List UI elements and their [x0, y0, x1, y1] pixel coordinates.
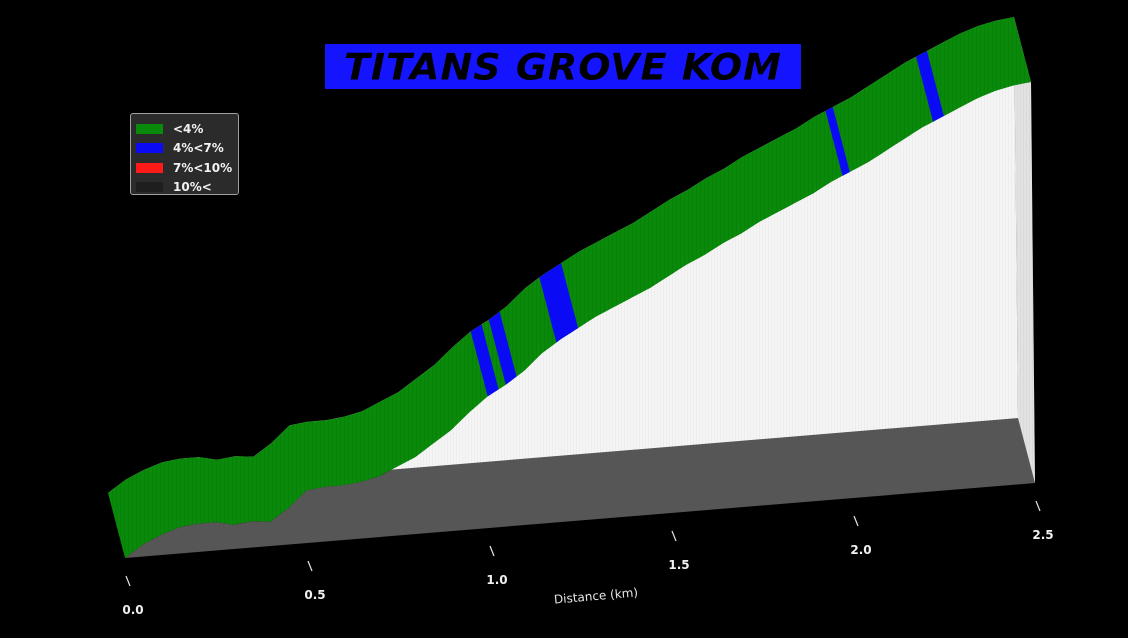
legend-swatch-lt4 — [136, 123, 163, 134]
x-tick-label: 2.5 — [1032, 528, 1053, 542]
gradient-band-2 — [488, 311, 517, 385]
legend-swatch-gt10 — [136, 182, 163, 193]
legend-item-4to7: 4%<7% — [136, 139, 238, 159]
legend-label: 10%< — [173, 180, 212, 195]
profile-layer — [108, 17, 1035, 559]
x-tick-mark — [307, 560, 313, 572]
gradient-band-1 — [470, 324, 499, 397]
legend-item-lt4: <4% — [136, 119, 238, 139]
x-tick-mark — [853, 515, 859, 527]
x-tick-label: 2.0 — [850, 543, 871, 557]
x-axis-label: Distance (km) — [553, 585, 638, 606]
x-tick-mark — [125, 575, 131, 587]
gradient-ribbon-lt4 — [108, 17, 1031, 559]
legend-item-gt10: 10%< — [136, 178, 238, 198]
chart-title-box: TITANS GROVE KOM — [325, 44, 801, 89]
x-tick-label: 0.0 — [122, 603, 143, 617]
x-tick-mark — [489, 545, 495, 557]
front-wall-area — [125, 82, 1035, 558]
gradient-band-5 — [916, 51, 944, 122]
gradient-band-3 — [539, 263, 579, 343]
x-tick-mark — [671, 530, 677, 542]
legend-label: 4%<7% — [173, 141, 224, 156]
end-cap-face — [1014, 17, 1035, 483]
x-tick-mark — [1035, 500, 1041, 512]
x-axis: 0.0 0.5 1.0 1.5 2.0 2.5 — [122, 500, 1054, 617]
legend: <4% 4%<7% 7%<10% 10%< — [130, 113, 239, 195]
legend-swatch-7to10 — [136, 162, 163, 173]
legend-label: <4% — [173, 121, 204, 136]
x-tick-label: 1.5 — [668, 558, 689, 572]
chart-title: TITANS GROVE KOM — [344, 45, 782, 88]
x-tick-label: 1.0 — [486, 573, 507, 587]
legend-label: 7%<10% — [173, 160, 233, 175]
gradient-band-4 — [825, 107, 850, 176]
legend-item-7to10: 7%<10% — [136, 158, 238, 178]
x-tick-label: 0.5 — [304, 588, 325, 602]
legend-swatch-4to7 — [136, 143, 163, 154]
